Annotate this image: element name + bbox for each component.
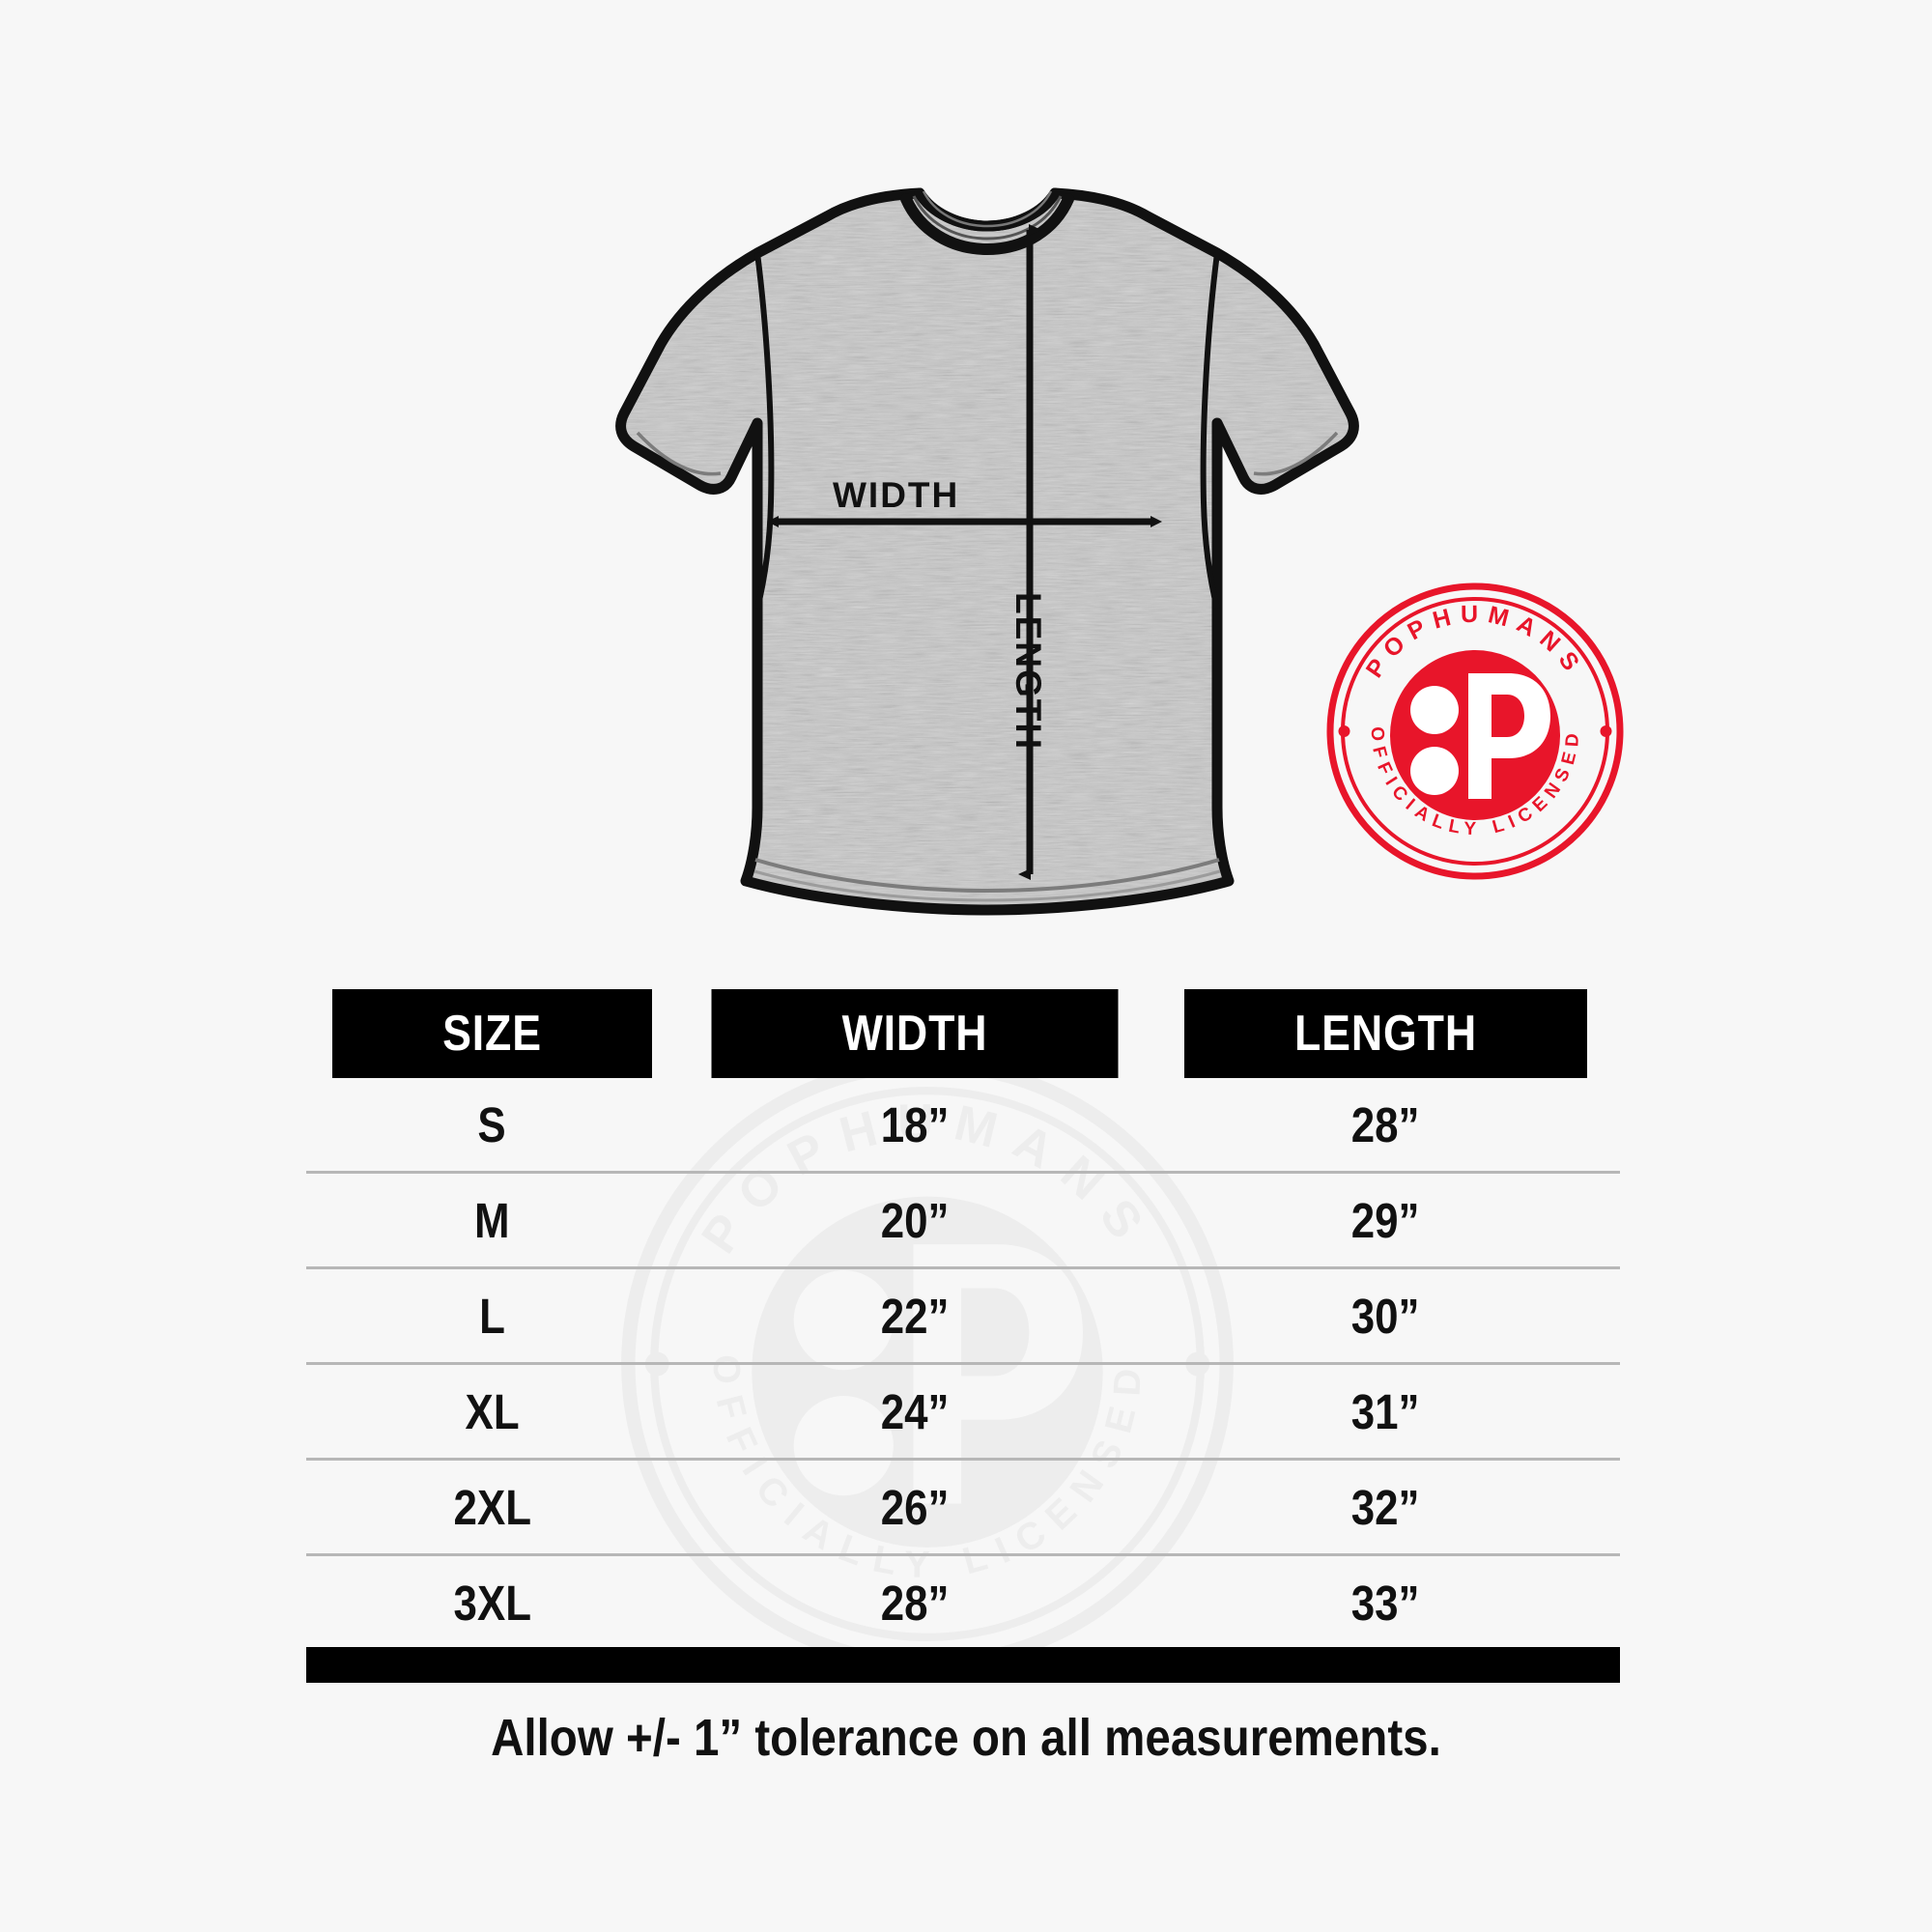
cell-width-text: 22” [880, 1288, 950, 1344]
cell-width: 20” [678, 1172, 1151, 1269]
table-row: 3XL 28” 33” [306, 1555, 1620, 1650]
cell-width: 22” [678, 1267, 1151, 1365]
right-sleeve-seam [1200, 252, 1220, 610]
left-sleeve-hem [636, 431, 722, 476]
table-row: 2XL 26” 32” [306, 1459, 1620, 1556]
cell-size-text: M [474, 1192, 510, 1248]
table-row: XL 24” 31” [306, 1363, 1620, 1461]
cell-length-text: 28” [1351, 1096, 1420, 1152]
cell-length: 30” [1151, 1267, 1620, 1365]
cell-width: 28” [678, 1555, 1151, 1650]
collar-rib-main [900, 193, 1074, 256]
tshirt-diagram-svg [615, 187, 1359, 916]
column-header-width: WIDTH [711, 989, 1119, 1078]
cell-width: 24” [678, 1363, 1151, 1461]
width-label: WIDTH [833, 475, 960, 515]
column-header-size: SIZE [331, 989, 653, 1078]
table-bottom-rule [306, 1647, 1620, 1683]
left-sleeve-seam [754, 252, 775, 610]
cell-width-text: 26” [880, 1479, 950, 1535]
cell-size-text: L [479, 1288, 505, 1344]
cell-width-text: 18” [880, 1096, 950, 1152]
pophumans-badge: POPHUMANS OFFICIALLY LICENSED [1326, 582, 1624, 880]
cell-size: XL [306, 1363, 678, 1461]
cell-length-text: 33” [1351, 1575, 1420, 1631]
table-row: L 22” 30” [306, 1267, 1620, 1365]
collar-rib-inner-2 [922, 190, 1053, 228]
cell-length: 31” [1151, 1363, 1620, 1461]
bottom-hem-line-1 [754, 858, 1220, 894]
cell-size: 2XL [306, 1459, 678, 1556]
size-chart-table-wrap: SIZE WIDTH LENGTH S 18” 28” M 20” 29” L 22” 30” X… [306, 989, 1620, 1649]
cell-size-text: 3XL [453, 1575, 531, 1631]
length-label: LENGTH [1009, 592, 1048, 752]
right-sleeve-hem [1253, 431, 1339, 476]
cell-width-text: 28” [880, 1575, 950, 1631]
table-header-row: SIZE WIDTH LENGTH [306, 989, 1620, 1078]
cell-length-text: 29” [1351, 1192, 1420, 1248]
cell-length: 33” [1151, 1555, 1620, 1650]
cell-length: 32” [1151, 1459, 1620, 1556]
badge-colon-dot-bottom [1410, 747, 1459, 795]
cell-size-text: XL [465, 1383, 520, 1439]
cell-length: 29” [1151, 1172, 1620, 1269]
table-body: S 18” 28” M 20” 29” L 22” 30” XL 24” 31” 2XL 26” 32” 3X… [306, 1078, 1620, 1649]
badge-outer-ring [1326, 582, 1624, 880]
bottom-hem-line-2 [753, 869, 1221, 902]
cell-size-text: 2XL [453, 1479, 531, 1535]
column-header-length: LENGTH [1183, 989, 1588, 1078]
cell-width: 18” [678, 1078, 1151, 1174]
badge-dot-right [1600, 725, 1612, 737]
tolerance-note-text: Allow +/- 1” tolerance on all measuremen… [491, 1709, 1441, 1767]
cell-size: L [306, 1267, 678, 1365]
table-row: M 20” 29” [306, 1172, 1620, 1269]
collar-rib-inner-1 [912, 195, 1063, 241]
measurement-arrows [767, 224, 1162, 880]
cell-width: 26” [678, 1459, 1151, 1556]
cell-size: M [306, 1172, 678, 1269]
tolerance-note: Allow +/- 1” tolerance on all measuremen… [0, 1708, 1932, 1768]
table-row: S 18” 28” [306, 1078, 1620, 1174]
cell-width-text: 20” [880, 1192, 950, 1248]
cell-length-text: 31” [1351, 1383, 1420, 1439]
cell-size: S [306, 1078, 678, 1174]
badge-dot-left [1338, 725, 1350, 737]
size-chart-table: SIZE WIDTH LENGTH S 18” 28” M 20” 29” L 22” 30” X… [306, 989, 1620, 1649]
cell-size-text: S [477, 1096, 507, 1152]
badge-letter-p [1468, 673, 1550, 799]
cell-width-text: 24” [880, 1383, 950, 1439]
cell-length-text: 30” [1351, 1288, 1420, 1344]
tshirt-illustration: WIDTH LENGTH POPHUMANS OFFICIALLY LICENS… [615, 187, 1624, 916]
badge-colon-dot-top [1410, 686, 1459, 734]
cell-size: 3XL [306, 1555, 678, 1650]
cell-length-text: 32” [1351, 1479, 1420, 1535]
cell-length: 28” [1151, 1078, 1620, 1174]
